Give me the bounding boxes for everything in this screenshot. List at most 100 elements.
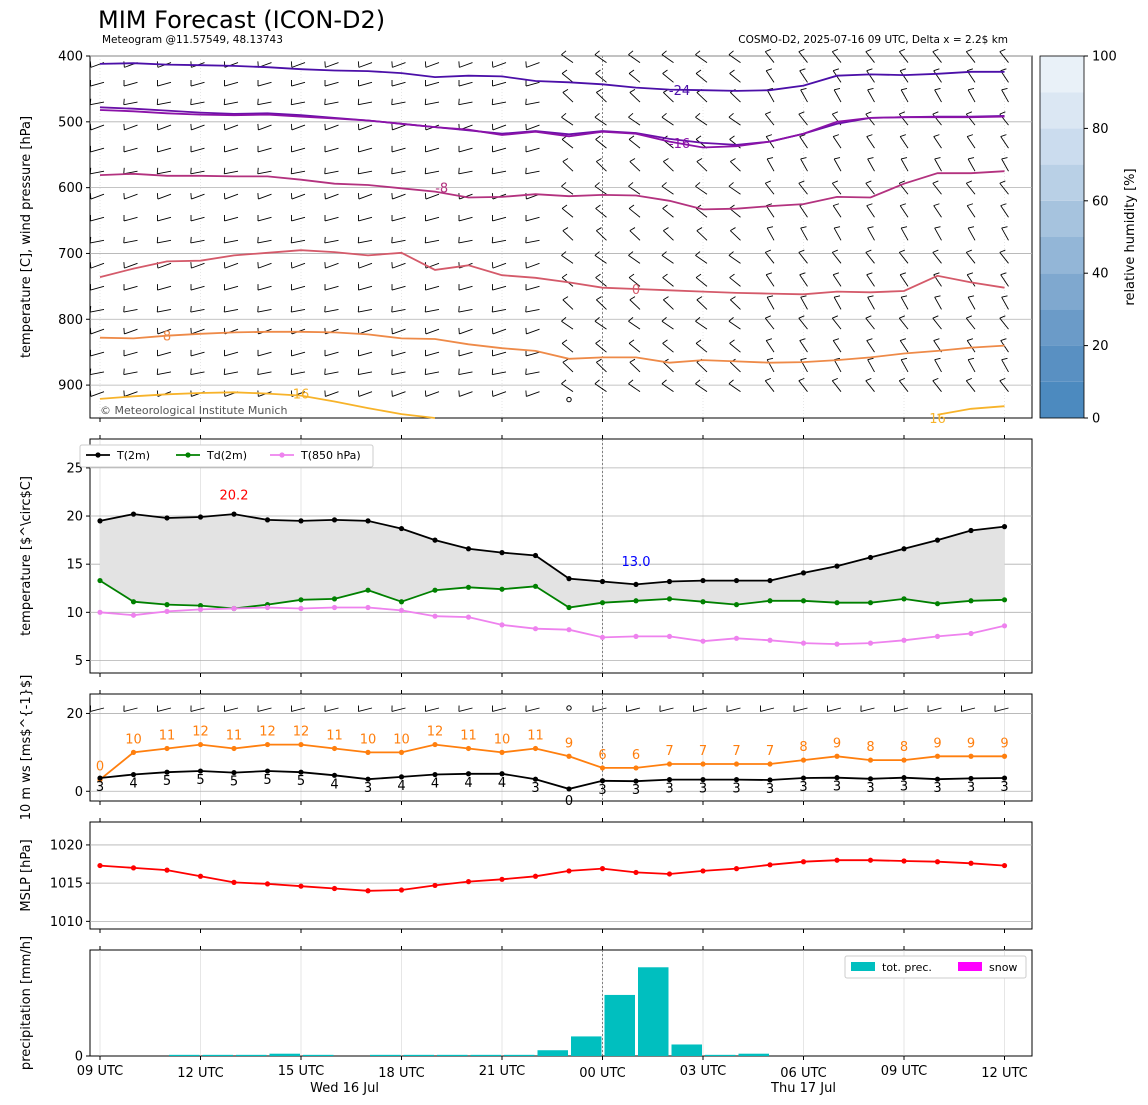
Td(2m)-point <box>633 598 639 604</box>
wind-barb-feather <box>1001 226 1008 229</box>
dewpoint-spread-fill <box>100 514 1005 609</box>
wind-barb-feather <box>967 338 974 341</box>
wind-value-label: 3 <box>364 781 372 796</box>
wind-barb <box>358 101 373 106</box>
precip-bar <box>470 1054 501 1056</box>
Td(2m)-point <box>934 601 941 607</box>
wind-barb-feather <box>966 249 972 253</box>
wind-barb <box>798 317 808 330</box>
wind-barb <box>695 54 708 63</box>
wind-barb <box>258 193 272 200</box>
wind-barb <box>628 185 641 195</box>
wind-barb-feather <box>999 48 1006 53</box>
Td(2m)-point <box>599 600 606 606</box>
wind-value-label: 12 <box>427 725 444 740</box>
wind-barb-feather <box>562 358 569 363</box>
panel-frame <box>89 693 1033 802</box>
wind-barb <box>391 216 406 222</box>
y-tick-label: 700 <box>58 247 83 262</box>
wind-value-label: 3 <box>866 781 874 796</box>
wind-barb <box>157 285 172 291</box>
wind-value-label: 3 <box>799 780 807 795</box>
wind-barb <box>726 707 741 712</box>
mslp-point <box>599 866 606 872</box>
wind-barb <box>90 193 105 200</box>
wind-barb <box>799 136 808 149</box>
wind-barb <box>932 51 942 63</box>
wind-barb <box>224 262 239 269</box>
precip-bar <box>571 1036 602 1056</box>
wind-barb-feather <box>561 182 567 187</box>
wind-barb <box>695 116 708 126</box>
wind-value-label: 8 <box>900 740 908 755</box>
wind-barb <box>190 308 205 313</box>
wind-barb <box>224 81 239 87</box>
T(850 hPa)-point <box>566 627 572 633</box>
x-tick-label: 12 UTC <box>177 1066 223 1081</box>
wind-gust-point <box>465 745 472 752</box>
wind-barb-feather <box>767 295 774 298</box>
wind-barb <box>867 89 875 103</box>
T(2m)-line <box>99 513 1005 586</box>
precip-bar <box>638 967 669 1056</box>
wind-barb <box>90 262 105 269</box>
wind-barb <box>965 380 976 392</box>
wind-barb <box>157 216 172 222</box>
wind-barb <box>594 383 607 393</box>
wind-barb <box>90 147 105 153</box>
mslp-point <box>331 885 338 892</box>
wind-barb <box>525 216 540 222</box>
wind-barb-feather <box>800 87 807 91</box>
wind-barb <box>458 101 473 106</box>
wind-barb-feather <box>767 157 774 160</box>
wind-barb-feather <box>696 158 703 162</box>
wind-barb-feather <box>932 48 939 53</box>
precip-bar <box>537 1050 568 1056</box>
wind-barb-feather <box>595 339 601 344</box>
wind-barb <box>157 193 172 200</box>
wind-mean-point <box>901 775 907 781</box>
wind-barb <box>224 193 239 200</box>
wind-barb-feather <box>799 338 806 341</box>
wind-barb <box>999 317 1009 330</box>
wind-barb <box>693 707 708 712</box>
Td(2m)-point <box>700 599 706 605</box>
wind-barb <box>492 351 507 357</box>
y-tick-label: 900 <box>58 379 83 394</box>
wind-gust-point <box>733 761 740 767</box>
wind-value-label: 11 <box>226 728 243 743</box>
wind-barb-feather <box>765 48 771 53</box>
wind-barb <box>561 138 574 149</box>
wind-gust-point <box>365 749 371 755</box>
colorbar-band <box>1040 309 1084 346</box>
wind-barb <box>391 147 406 153</box>
wind-barb-feather <box>596 296 602 301</box>
wind-barb-feather <box>901 357 908 361</box>
chart-title: MIM Forecast (ICON-D2) <box>98 6 386 34</box>
wind-barb-feather <box>561 112 567 118</box>
wind-barb <box>492 170 507 175</box>
wind-barb-feather <box>798 48 805 53</box>
calm-wind-marker <box>566 396 572 403</box>
wind-barb <box>224 351 239 357</box>
T(850 hPa)-point <box>800 640 807 646</box>
wind-barb <box>994 707 1009 712</box>
wind-barb <box>123 216 138 222</box>
mslp-point <box>197 873 204 879</box>
wind-barb <box>729 277 741 287</box>
wind-barb-feather <box>594 317 600 322</box>
precip-bar <box>269 1053 300 1056</box>
T(850 hPa)-point <box>331 604 338 611</box>
wind-barb <box>525 285 540 291</box>
wind-barb-feather <box>628 112 634 118</box>
wind-barb <box>663 361 674 373</box>
wind-gust-point <box>1001 753 1008 759</box>
wind-mean-point <box>968 775 974 782</box>
wind-barb <box>257 371 272 376</box>
Td(2m)-point <box>499 586 505 592</box>
wind-barb <box>90 328 105 335</box>
wind-barb <box>594 320 607 330</box>
wind-barb <box>325 124 339 131</box>
wind-barb <box>157 239 172 244</box>
wind-barb <box>798 51 808 63</box>
